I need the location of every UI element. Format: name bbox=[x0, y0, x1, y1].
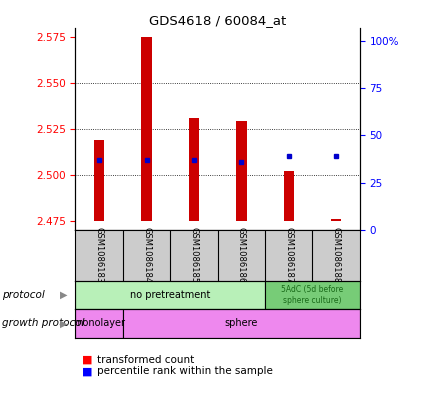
Text: growth protocol: growth protocol bbox=[2, 318, 84, 329]
Text: protocol: protocol bbox=[2, 290, 45, 300]
Text: GDS4618 / 60084_at: GDS4618 / 60084_at bbox=[149, 14, 286, 27]
Text: 5AdC (5d before
sphere culture): 5AdC (5d before sphere culture) bbox=[281, 285, 343, 305]
Text: monolayer: monolayer bbox=[73, 318, 125, 329]
Text: GSM1086188: GSM1086188 bbox=[331, 227, 340, 284]
Text: GSM1086184: GSM1086184 bbox=[142, 228, 150, 283]
Bar bbox=[330, 219, 341, 221]
Text: GSM1086185: GSM1086185 bbox=[189, 228, 198, 283]
Bar bbox=[123, 309, 359, 338]
Bar bbox=[75, 281, 264, 309]
Bar bbox=[75, 309, 123, 338]
Text: ■: ■ bbox=[82, 354, 92, 365]
Bar bbox=[236, 121, 246, 221]
Bar bbox=[94, 140, 104, 221]
Bar bbox=[264, 281, 359, 309]
Text: ■: ■ bbox=[82, 366, 92, 376]
Bar bbox=[188, 118, 199, 221]
Text: no pretreatment: no pretreatment bbox=[130, 290, 210, 300]
Text: ▶: ▶ bbox=[60, 318, 68, 329]
Text: transformed count: transformed count bbox=[97, 354, 194, 365]
Bar bbox=[283, 171, 293, 221]
Text: GSM1086186: GSM1086186 bbox=[237, 227, 245, 284]
Text: GSM1086183: GSM1086183 bbox=[95, 227, 103, 284]
Text: sphere: sphere bbox=[224, 318, 258, 329]
Text: percentile rank within the sample: percentile rank within the sample bbox=[97, 366, 272, 376]
Bar bbox=[141, 37, 151, 221]
Text: ▶: ▶ bbox=[60, 290, 68, 300]
Text: GSM1086187: GSM1086187 bbox=[284, 227, 292, 284]
